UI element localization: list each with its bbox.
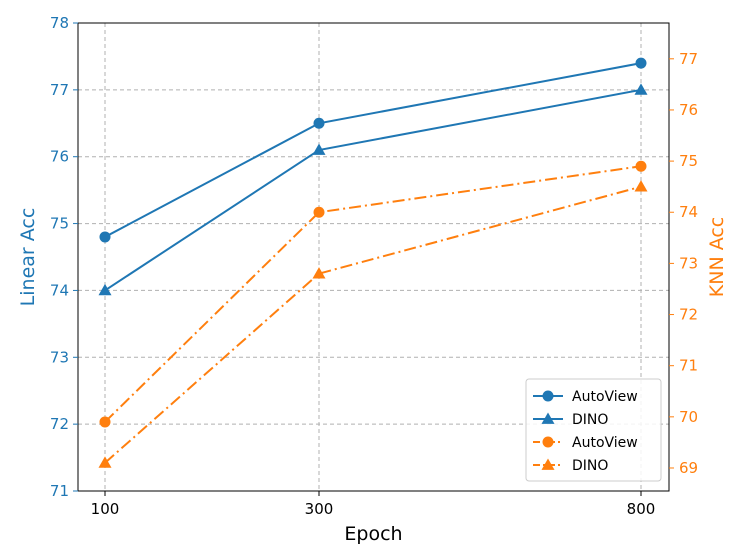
- data-point: [99, 416, 111, 428]
- right-tick-label: 72: [679, 306, 698, 324]
- data-point: [312, 143, 326, 155]
- x-tick-label: 300: [305, 500, 334, 518]
- left-axis-ticks: 71 72 73 74 75 76 77 78: [50, 14, 78, 500]
- left-tick-label: 76: [50, 148, 69, 166]
- legend-marker: [541, 412, 555, 424]
- data-point: [635, 57, 647, 69]
- legend-label: AutoView: [572, 389, 638, 405]
- x-tick-label: 800: [627, 500, 656, 518]
- right-axis-label: KNN Acc: [706, 217, 728, 297]
- right-tick-label: 77: [679, 50, 698, 68]
- legend: AutoView DINO AutoView DINO: [525, 378, 662, 482]
- right-tick-label: 69: [679, 459, 698, 477]
- left-tick-label: 77: [50, 81, 69, 99]
- legend-box: [525, 378, 662, 482]
- right-axis-ticks: 69 70 71 72 73 74 75 76 77: [669, 50, 698, 477]
- data-point: [313, 206, 325, 218]
- left-tick-label: 71: [50, 482, 69, 500]
- data-point: [312, 267, 326, 279]
- left-tick-label: 75: [50, 215, 69, 233]
- legend-marker: [541, 458, 555, 470]
- series-layer: [98, 57, 648, 468]
- data-point: [99, 231, 111, 243]
- right-tick-label: 73: [679, 254, 698, 272]
- series-line-0: [104, 62, 642, 238]
- right-tick-label: 75: [679, 152, 698, 170]
- data-point: [98, 283, 112, 296]
- data-point: [634, 83, 648, 95]
- data-point: [635, 160, 647, 172]
- series-line-1: [104, 88, 642, 292]
- x-axis-label: Epoch: [344, 523, 402, 545]
- left-axis-label: Linear Acc: [17, 208, 39, 307]
- left-tick-label: 74: [50, 281, 69, 299]
- left-tick-label: 72: [50, 415, 69, 433]
- x-tick-label: 100: [91, 500, 120, 518]
- x-axis-ticks: 100 300 800: [91, 491, 656, 518]
- data-point: [98, 456, 112, 468]
- plot-frame: [77, 22, 670, 492]
- legend-marker: [542, 436, 554, 448]
- data-point: [313, 117, 325, 129]
- right-tick-label: 70: [679, 408, 698, 426]
- legend-label: AutoView: [572, 435, 638, 451]
- series-line-2: [104, 165, 642, 423]
- legend-marker: [542, 390, 554, 402]
- right-tick-label: 76: [679, 101, 698, 119]
- right-tick-label: 74: [679, 203, 698, 221]
- left-tick-label: 73: [50, 348, 69, 366]
- left-tick-label: 78: [50, 14, 69, 32]
- legend-label: DINO: [572, 412, 608, 428]
- data-point: [634, 180, 648, 192]
- series-line-3: [104, 185, 642, 464]
- legend-label: DINO: [572, 458, 608, 474]
- right-tick-label: 71: [679, 357, 698, 375]
